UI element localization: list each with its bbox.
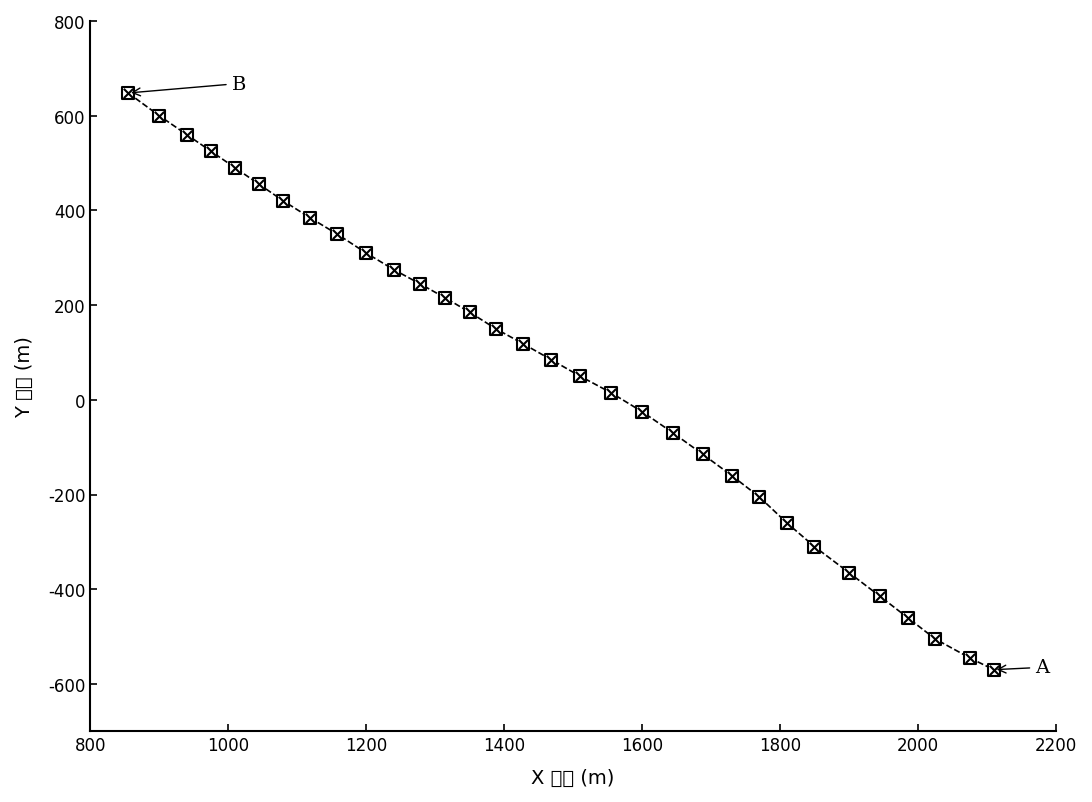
Point bbox=[750, 491, 768, 504]
Point bbox=[178, 129, 195, 142]
Point bbox=[926, 633, 943, 646]
Point bbox=[750, 491, 768, 504]
Point bbox=[487, 323, 505, 336]
Point bbox=[664, 427, 681, 439]
Point bbox=[151, 110, 168, 123]
Point bbox=[961, 651, 978, 664]
Point bbox=[385, 264, 403, 277]
Point bbox=[899, 611, 916, 624]
Point bbox=[633, 406, 651, 419]
Point bbox=[202, 146, 219, 159]
Point bbox=[723, 469, 740, 482]
Point bbox=[412, 278, 429, 291]
Point bbox=[250, 179, 268, 192]
Point bbox=[329, 229, 346, 241]
Point bbox=[357, 247, 375, 260]
Point bbox=[514, 338, 532, 351]
Point bbox=[871, 590, 889, 603]
Point bbox=[871, 590, 889, 603]
Point bbox=[226, 162, 244, 175]
Text: B: B bbox=[132, 75, 246, 97]
Point bbox=[275, 195, 293, 208]
Point bbox=[603, 387, 620, 399]
Point bbox=[437, 292, 454, 305]
Point bbox=[119, 87, 136, 100]
Point bbox=[664, 427, 681, 439]
Point bbox=[178, 129, 195, 142]
Point bbox=[151, 110, 168, 123]
Point bbox=[357, 247, 375, 260]
Point bbox=[723, 469, 740, 482]
Point bbox=[806, 541, 823, 553]
Point bbox=[899, 611, 916, 624]
Point bbox=[985, 663, 1002, 676]
Point bbox=[461, 306, 478, 319]
Text: A: A bbox=[998, 658, 1049, 676]
Point bbox=[633, 406, 651, 419]
X-axis label: X 坐标 (m): X 坐标 (m) bbox=[532, 768, 615, 787]
Point bbox=[250, 179, 268, 192]
Y-axis label: Y 坐标 (m): Y 坐标 (m) bbox=[15, 336, 34, 418]
Point bbox=[301, 212, 319, 225]
Point bbox=[571, 371, 589, 383]
Point bbox=[806, 541, 823, 553]
Point bbox=[275, 195, 293, 208]
Point bbox=[487, 323, 505, 336]
Point bbox=[543, 354, 560, 367]
Point bbox=[202, 146, 219, 159]
Point bbox=[961, 651, 978, 664]
Point bbox=[926, 633, 943, 646]
Point bbox=[779, 516, 796, 529]
Point bbox=[779, 516, 796, 529]
Point bbox=[985, 663, 1002, 676]
Point bbox=[437, 292, 454, 305]
Point bbox=[840, 566, 857, 579]
Point bbox=[226, 162, 244, 175]
Point bbox=[385, 264, 403, 277]
Point bbox=[301, 212, 319, 225]
Point bbox=[695, 448, 712, 461]
Point bbox=[695, 448, 712, 461]
Point bbox=[603, 387, 620, 399]
Point bbox=[514, 338, 532, 351]
Point bbox=[543, 354, 560, 367]
Point bbox=[329, 229, 346, 241]
Point bbox=[840, 566, 857, 579]
Point bbox=[119, 87, 136, 100]
Point bbox=[461, 306, 478, 319]
Point bbox=[412, 278, 429, 291]
Point bbox=[571, 371, 589, 383]
